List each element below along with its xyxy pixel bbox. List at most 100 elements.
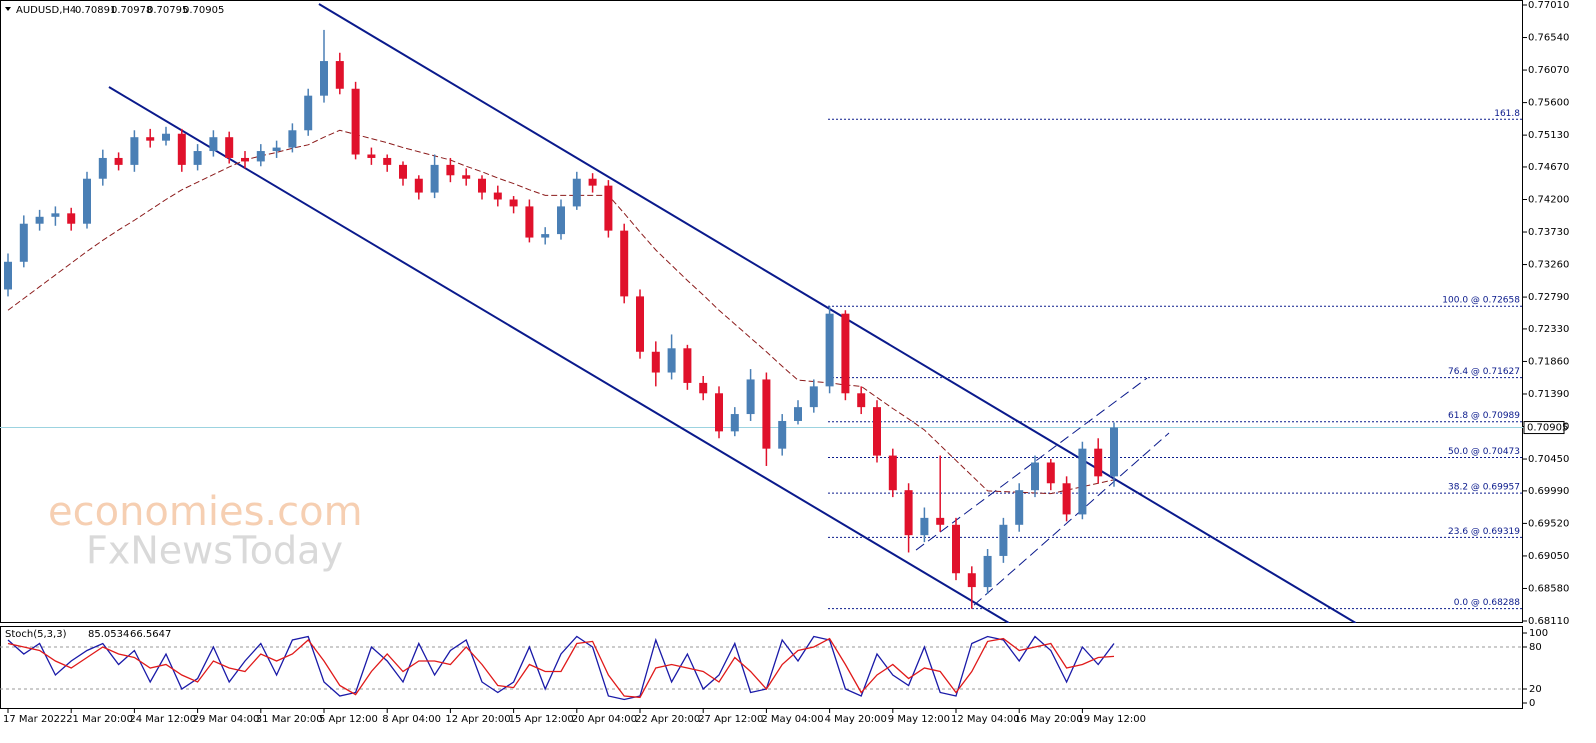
fib-label: 23.6 @ 0.69319 xyxy=(1448,527,1520,537)
y-tick-label: 0.68110 xyxy=(1528,616,1569,627)
x-tick-label: 20 Apr 04:00 xyxy=(572,714,637,725)
candle-body xyxy=(146,137,155,141)
candle-body xyxy=(1046,462,1055,484)
x-tick-label: 16 May 20:00 xyxy=(1014,714,1083,725)
stoch-area xyxy=(0,635,1523,701)
trendline xyxy=(973,432,1170,606)
x-tick-label: 8 Apr 04:00 xyxy=(382,714,441,725)
x-tick-label: 19 May 12:00 xyxy=(1077,714,1146,725)
candle-body xyxy=(19,223,28,262)
candle-body xyxy=(762,379,771,449)
candle-body xyxy=(873,407,881,456)
candle-body xyxy=(604,185,613,231)
candle-body xyxy=(699,382,708,394)
candle-body xyxy=(462,175,471,179)
current-price-box xyxy=(1523,421,1565,435)
candle-body xyxy=(715,393,723,432)
candle-body xyxy=(557,206,565,235)
candle-body xyxy=(952,524,960,574)
y-tick-label: 0.73730 xyxy=(1528,227,1569,238)
candle-body xyxy=(1015,490,1024,525)
candle-body xyxy=(778,420,787,449)
candle-body xyxy=(620,230,629,297)
candle-body xyxy=(841,313,850,394)
candle-body xyxy=(399,164,407,179)
candle-body xyxy=(794,407,802,421)
x-tick-label: 24 Mar 12:00 xyxy=(129,714,196,725)
stoch-tick-label: 0 xyxy=(1529,698,1535,709)
candle-body xyxy=(636,296,644,352)
candle-body xyxy=(177,133,186,165)
fib-label: 50.0 @ 0.70473 xyxy=(1448,447,1520,457)
x-tick-label: 12 Apr 20:00 xyxy=(445,714,510,725)
fib-label: 0.0 @ 0.68288 xyxy=(1454,598,1521,608)
candle-body xyxy=(383,157,392,165)
candle-body xyxy=(493,192,502,200)
candle-body xyxy=(730,414,739,432)
y-tick-label: 0.75600 xyxy=(1528,98,1569,109)
candle-body xyxy=(541,234,550,238)
x-tick-label: 12 May 04:00 xyxy=(951,714,1020,725)
x-tick-label: 31 Mar 20:00 xyxy=(256,714,323,725)
stoch-signal-value: 66.5647 xyxy=(130,629,171,640)
plot-area xyxy=(0,3,1523,623)
y-tick-label: 0.74670 xyxy=(1528,162,1569,173)
candle-body xyxy=(162,133,170,141)
stoch-panel xyxy=(0,626,1523,709)
fib-label: 100.0 @ 0.72658 xyxy=(1442,296,1520,306)
y-tick-label: 0.70450 xyxy=(1528,454,1569,465)
candle-body xyxy=(272,147,281,152)
candle-body xyxy=(1062,483,1071,515)
y-tick-label: 0.74200 xyxy=(1528,194,1569,205)
candle-body xyxy=(4,261,12,290)
x-tick-label: 22 Apr 20:00 xyxy=(635,714,700,725)
fib-label: 61.8 @ 0.70989 xyxy=(1448,411,1520,421)
x-tick-label: 21 Mar 20:00 xyxy=(66,714,133,725)
x-tick-label: 5 Apr 12:00 xyxy=(319,714,378,725)
x-tick-label: 27 Apr 12:00 xyxy=(698,714,763,725)
candle-body xyxy=(1031,462,1039,491)
trendline xyxy=(108,86,1010,623)
candle-body xyxy=(857,393,866,408)
candle-body xyxy=(304,95,313,131)
header-icon xyxy=(5,7,11,11)
y-tick-label: 0.73260 xyxy=(1528,260,1569,271)
watermark: FxNewsToday xyxy=(86,529,343,573)
candle-body xyxy=(67,213,76,224)
candle-body xyxy=(1110,427,1118,477)
candle-body xyxy=(335,61,344,89)
moving-average xyxy=(7,129,1115,495)
header-low: 0.70795 xyxy=(147,5,188,16)
candle-body xyxy=(667,348,676,373)
x-tick-label: 29 Mar 04:00 xyxy=(193,714,260,725)
stoch-line xyxy=(7,637,1115,699)
y-tick-label: 0.77010 xyxy=(1528,0,1569,11)
candle-body xyxy=(351,88,360,155)
candle-body xyxy=(651,351,660,373)
candle-body xyxy=(809,386,818,408)
candle-body xyxy=(114,157,123,165)
y-tick-label: 0.71390 xyxy=(1528,389,1569,400)
candle-body xyxy=(256,151,265,162)
candle-body xyxy=(1078,448,1087,515)
candle-body xyxy=(683,348,692,383)
header-symbol: AUDUSD,H4 xyxy=(16,5,76,16)
stoch-main-value: 85.0534 xyxy=(88,629,129,640)
y-tick-label: 0.68580 xyxy=(1528,583,1569,594)
candle-body xyxy=(130,137,139,165)
y-tick-label: 0.75130 xyxy=(1528,130,1569,141)
candle-body xyxy=(888,455,897,491)
stoch-title: Stoch(5,3,3) xyxy=(5,629,67,640)
candle-body xyxy=(588,178,597,186)
y-tick-label: 0.69520 xyxy=(1528,518,1569,529)
y-tick-label: 0.76070 xyxy=(1528,65,1569,76)
candle-body xyxy=(478,178,486,193)
candle-body xyxy=(509,199,518,207)
candle-body xyxy=(98,157,107,179)
candle-body xyxy=(572,178,581,207)
candle-body xyxy=(320,61,328,96)
header-open: 0.70891 xyxy=(75,5,116,16)
x-tick-label: 15 Apr 12:00 xyxy=(509,714,574,725)
candle-body xyxy=(225,137,234,158)
